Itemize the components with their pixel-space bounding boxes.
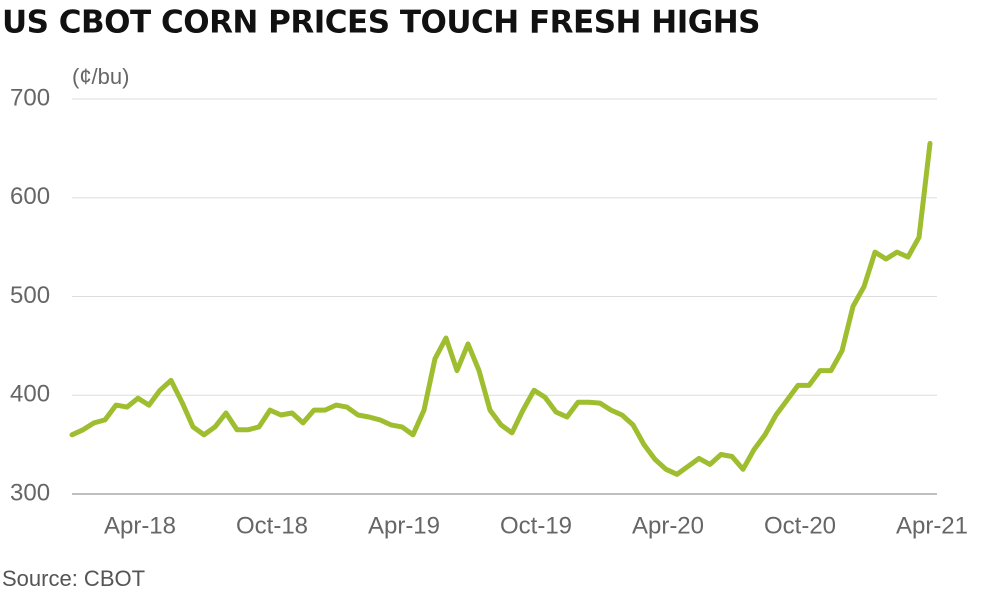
y-tick-label: 300 <box>10 479 50 506</box>
x-tick-label: Apr-20 <box>632 512 704 539</box>
source: Source: CBOT <box>2 566 145 591</box>
price-line <box>69 140 933 477</box>
chart-title: US CBOT CORN PRICES TOUCH FRESH HIGHS <box>2 5 760 41</box>
y-tick-label: 600 <box>10 183 50 210</box>
x-tick-label: Apr-18 <box>104 512 176 539</box>
x-tick-label: Apr-21 <box>896 512 968 539</box>
y-tick-label: 700 <box>10 84 50 111</box>
y-tick-label: 500 <box>10 282 50 309</box>
x-tick-label: Oct-19 <box>500 512 572 539</box>
y-tick-label: 400 <box>10 381 50 408</box>
x-tick-label: Apr-19 <box>368 512 440 539</box>
x-tick-label: Oct-20 <box>764 512 836 539</box>
x-tick-label: Oct-18 <box>236 512 308 539</box>
y-axis-label: (¢/bu) <box>72 64 129 89</box>
